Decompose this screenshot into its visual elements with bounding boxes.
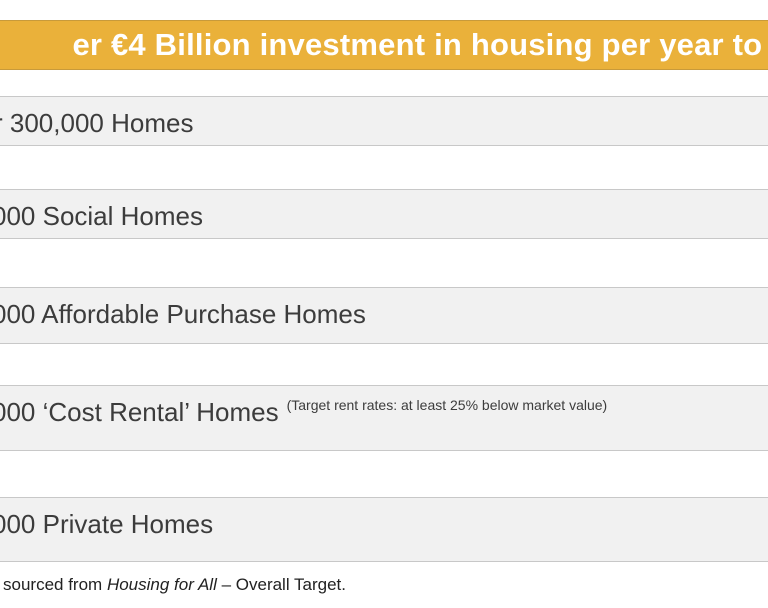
row-affordable-purchase-homes: 000 Affordable Purchase Homes	[0, 287, 768, 344]
row-social-homes: 000 Social Homes	[0, 189, 768, 239]
footnote-suffix: – Overall Target.	[216, 575, 346, 594]
header-title: er €4 Billion investment in housing per …	[72, 27, 768, 62]
footnote-prefix: sourced from	[3, 575, 107, 594]
row-label: 000 Social Homes	[0, 201, 203, 231]
row-note: (Target rent rates: at least 25% below m…	[286, 397, 608, 413]
row-total-homes: r 300,000 Homes	[0, 96, 768, 146]
row-cost-rental-homes: 000 ‘Cost Rental’ Homes (Target rent rate…	[0, 385, 768, 451]
header-banner: er €4 Billion investment in housing per …	[0, 20, 768, 70]
row-label: 000 ‘Cost Rental’ Homes (Target rent rate…	[0, 397, 607, 428]
row-private-homes: 000 Private Homes	[0, 497, 768, 562]
row-label: r 300,000 Homes	[0, 108, 194, 138]
source-footnote: sourced from Housing for All – Overall T…	[3, 575, 346, 595]
footnote-source-title: Housing for All	[106, 575, 217, 594]
row-label-text: 000 ‘Cost Rental’ Homes	[0, 397, 279, 427]
row-label: 000 Private Homes	[0, 509, 214, 539]
row-label: 000 Affordable Purchase Homes	[0, 299, 366, 329]
